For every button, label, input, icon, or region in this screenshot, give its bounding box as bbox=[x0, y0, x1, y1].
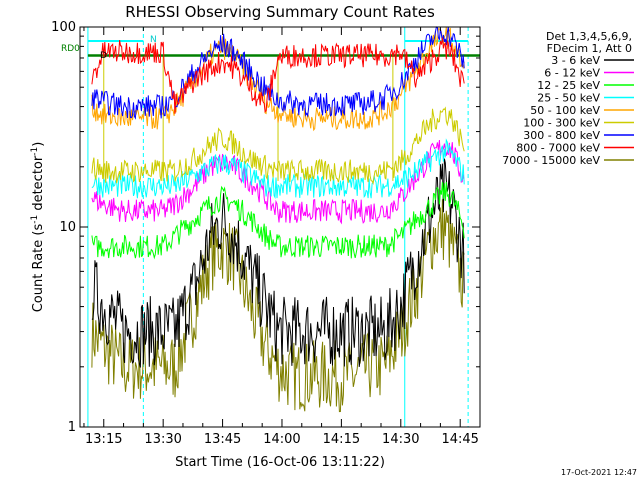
x-tick-label: 14:30 bbox=[382, 432, 419, 447]
overlay-layer bbox=[87, 27, 480, 427]
y-tick-label: 1 bbox=[68, 420, 76, 435]
d-label: D bbox=[100, 51, 107, 61]
legend-label-0: 3 - 6 keV bbox=[551, 54, 600, 67]
legend: Det 1,3,4,5,6,9, FDecim 1, Att 0 3 - 6 k… bbox=[502, 30, 634, 167]
annotation-layer: RD0 N D bbox=[61, 35, 157, 61]
footer-timestamp: 17-Oct-2021 12:47 bbox=[561, 468, 637, 477]
y-axis-label-base: Count Rate (s bbox=[31, 224, 46, 313]
y-axis-label-mid: detector bbox=[31, 155, 46, 215]
series-line-6 bbox=[91, 26, 465, 120]
series-line-0 bbox=[91, 158, 465, 368]
series-layer bbox=[91, 26, 465, 413]
chart-title: RHESSI Observing Summary Count Rates bbox=[125, 3, 435, 21]
legend-label-1: 6 - 12 keV bbox=[544, 67, 600, 80]
legend-label-8: 7000 - 15000 keV bbox=[502, 154, 600, 167]
x-axis-label: Start Time (16-Oct-06 13:11:22) bbox=[175, 455, 385, 470]
legend-label-2: 12 - 25 keV bbox=[537, 79, 600, 92]
x-tick-label: 14:00 bbox=[263, 432, 300, 447]
legend-label-6: 300 - 800 keV bbox=[523, 129, 600, 142]
series-line-8 bbox=[91, 199, 465, 413]
series-line-2 bbox=[91, 181, 465, 260]
y-axis-label-sup1: -1 bbox=[30, 215, 40, 224]
legend-label-5: 100 - 300 keV bbox=[523, 117, 600, 130]
y-tick-label: 10 bbox=[59, 220, 76, 235]
series-line-7 bbox=[91, 37, 465, 114]
y-tick-label: 100 bbox=[51, 20, 76, 35]
series-line-3 bbox=[91, 138, 465, 200]
legend-label-4: 50 - 100 keV bbox=[530, 104, 600, 117]
legend-label-3: 25 - 50 keV bbox=[537, 92, 600, 105]
y-axis-label-sup2: -1 bbox=[30, 147, 40, 156]
x-tick-label: 14:45 bbox=[441, 432, 478, 447]
series-line-4 bbox=[91, 26, 465, 132]
y-axis-label-end: ) bbox=[31, 142, 46, 147]
axis-layer: 13:15 13:30 13:45 14:00 14:15 14:30 14:45 1 10 10… bbox=[51, 20, 481, 447]
x-tick-label: 13:45 bbox=[204, 432, 241, 447]
y-axis-label: Count Rate (s-1 detector-1) bbox=[30, 142, 46, 313]
n-label: N bbox=[150, 35, 157, 45]
legend-header-1: Det 1,3,4,5,6,9, bbox=[546, 30, 632, 43]
x-tick-label: 14:15 bbox=[323, 432, 360, 447]
rd0-label: RD0 bbox=[61, 44, 80, 54]
series-line-1 bbox=[91, 139, 465, 225]
x-tick-label: 13:30 bbox=[144, 432, 181, 447]
x-tick-label: 13:15 bbox=[85, 432, 122, 447]
legend-label-7: 800 - 7000 keV bbox=[516, 142, 600, 155]
legend-header-2: FDecim 1, Att 0 bbox=[547, 42, 632, 55]
series-line-5 bbox=[91, 106, 465, 185]
